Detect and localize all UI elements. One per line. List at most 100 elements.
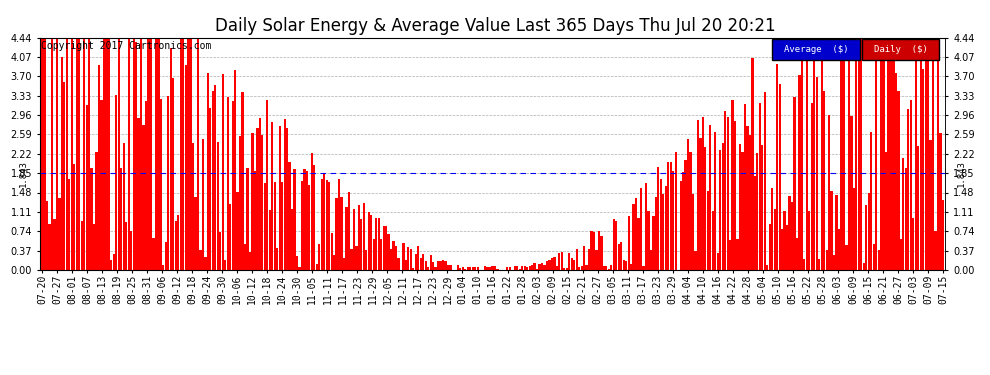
- Bar: [605, 266, 608, 270]
- Bar: [350, 249, 352, 270]
- Text: Daily Solar Energy & Average Value Last 365 Days Thu Jul 20 20:21: Daily Solar Energy & Average Value Last …: [215, 17, 775, 35]
- Bar: [204, 257, 207, 270]
- Bar: [831, 191, 833, 270]
- Bar: [123, 143, 125, 270]
- Bar: [526, 267, 529, 270]
- Bar: [276, 248, 278, 270]
- Bar: [531, 265, 534, 270]
- Bar: [405, 260, 407, 270]
- Bar: [613, 219, 615, 270]
- Bar: [506, 267, 509, 270]
- Bar: [459, 268, 461, 270]
- Bar: [437, 261, 440, 270]
- Bar: [135, 42, 138, 270]
- Bar: [390, 249, 392, 270]
- Bar: [63, 82, 65, 270]
- Bar: [271, 122, 273, 270]
- Bar: [679, 181, 682, 270]
- Bar: [291, 209, 293, 270]
- Bar: [781, 230, 783, 270]
- Bar: [157, 38, 159, 270]
- Bar: [578, 267, 580, 270]
- Bar: [649, 251, 652, 270]
- Bar: [729, 240, 732, 270]
- Bar: [761, 145, 763, 270]
- Bar: [753, 176, 756, 270]
- Bar: [625, 261, 628, 270]
- Bar: [412, 268, 415, 270]
- Text: Copyright 2017 Cartronics.com: Copyright 2017 Cartronics.com: [42, 41, 212, 51]
- Bar: [138, 118, 140, 270]
- Bar: [489, 267, 491, 270]
- Bar: [261, 135, 263, 270]
- Bar: [509, 267, 511, 270]
- Bar: [900, 238, 902, 270]
- Bar: [563, 268, 565, 270]
- Bar: [469, 267, 471, 270]
- Bar: [727, 117, 729, 270]
- Bar: [98, 65, 100, 270]
- Bar: [647, 211, 649, 270]
- Bar: [593, 232, 595, 270]
- Bar: [237, 192, 239, 270]
- Bar: [724, 111, 727, 270]
- Bar: [283, 119, 286, 270]
- Bar: [145, 101, 148, 270]
- Bar: [662, 195, 664, 270]
- Bar: [440, 261, 442, 270]
- Bar: [867, 193, 870, 270]
- Bar: [801, 38, 803, 270]
- Bar: [580, 266, 583, 270]
- Bar: [550, 258, 553, 270]
- Bar: [598, 231, 600, 270]
- Bar: [239, 136, 242, 270]
- Bar: [177, 215, 179, 270]
- Bar: [199, 251, 202, 270]
- Bar: [590, 231, 593, 270]
- Bar: [776, 64, 778, 270]
- Bar: [58, 198, 60, 270]
- Bar: [857, 38, 860, 270]
- Bar: [603, 266, 605, 270]
- Bar: [684, 160, 687, 270]
- Bar: [704, 147, 707, 270]
- Bar: [432, 262, 435, 270]
- Bar: [108, 38, 110, 270]
- Bar: [610, 265, 613, 270]
- Bar: [90, 168, 93, 270]
- Bar: [826, 250, 828, 270]
- Bar: [865, 206, 867, 270]
- Bar: [608, 269, 610, 270]
- Bar: [130, 231, 133, 270]
- Bar: [182, 38, 184, 270]
- Bar: [773, 209, 776, 270]
- Bar: [905, 168, 907, 270]
- Bar: [783, 211, 786, 270]
- Bar: [534, 264, 536, 270]
- Bar: [410, 249, 412, 270]
- Bar: [234, 70, 237, 270]
- Bar: [937, 38, 940, 270]
- Bar: [618, 244, 620, 270]
- Bar: [194, 198, 197, 270]
- Bar: [778, 84, 781, 270]
- Bar: [758, 103, 761, 270]
- Bar: [311, 153, 313, 270]
- Bar: [816, 77, 818, 270]
- Bar: [519, 269, 521, 270]
- Bar: [417, 246, 420, 270]
- Bar: [568, 253, 570, 270]
- Bar: [644, 183, 647, 270]
- Bar: [148, 38, 149, 270]
- Text: 1.843: 1.843: [957, 160, 966, 187]
- Bar: [796, 238, 798, 270]
- Bar: [793, 97, 796, 270]
- Bar: [159, 99, 162, 270]
- Bar: [219, 232, 222, 270]
- Bar: [427, 267, 430, 270]
- Bar: [734, 121, 737, 270]
- Bar: [352, 209, 355, 270]
- Bar: [536, 269, 539, 270]
- Bar: [553, 257, 555, 270]
- Bar: [588, 249, 590, 270]
